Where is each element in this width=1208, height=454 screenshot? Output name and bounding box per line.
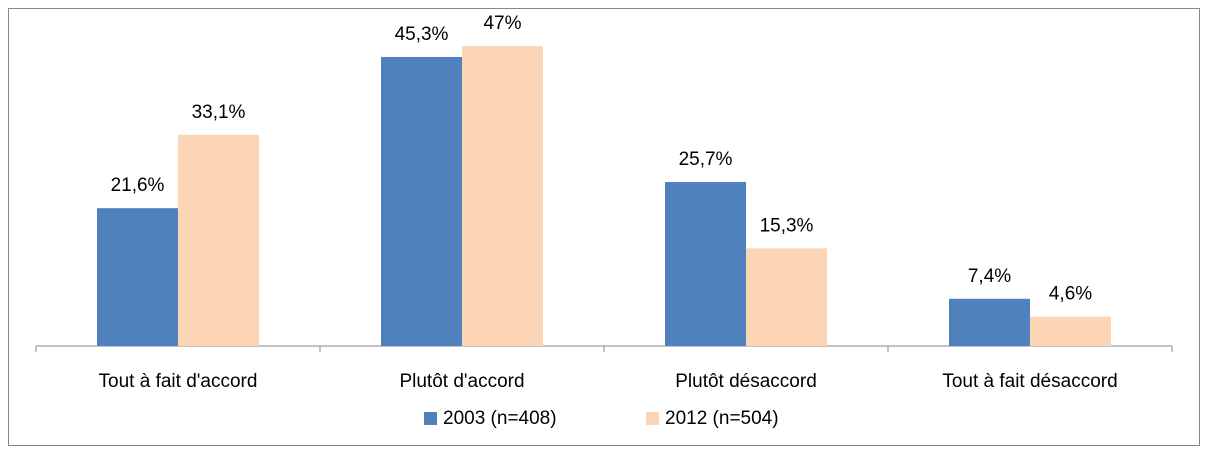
bar xyxy=(97,208,178,346)
data-label: 47% xyxy=(483,13,521,34)
bar xyxy=(462,46,543,346)
data-label: 7,4% xyxy=(968,266,1011,287)
x-tick-label: Plutôt désaccord xyxy=(675,371,817,392)
bar xyxy=(949,298,1030,346)
bar xyxy=(665,182,746,346)
x-tick-label: Tout à fait désaccord xyxy=(942,371,1117,392)
bar xyxy=(381,56,462,347)
bar xyxy=(1030,316,1111,346)
data-label: 25,7% xyxy=(679,149,733,170)
bar xyxy=(746,248,827,346)
legend-label: 2012 (n=504) xyxy=(665,408,779,429)
data-label: 15,3% xyxy=(760,215,814,236)
data-label: 21,6% xyxy=(111,175,165,196)
data-label: 4,6% xyxy=(1049,284,1092,305)
x-tick-label: Tout à fait d'accord xyxy=(99,371,258,392)
data-label: 45,3% xyxy=(395,24,449,45)
legend-swatch xyxy=(424,412,437,425)
x-tick-label: Plutôt d'accord xyxy=(399,371,524,392)
data-label: 33,1% xyxy=(192,102,246,123)
legend-swatch xyxy=(646,412,659,425)
legend-label: 2003 (n=408) xyxy=(443,408,557,429)
bar xyxy=(178,134,259,346)
